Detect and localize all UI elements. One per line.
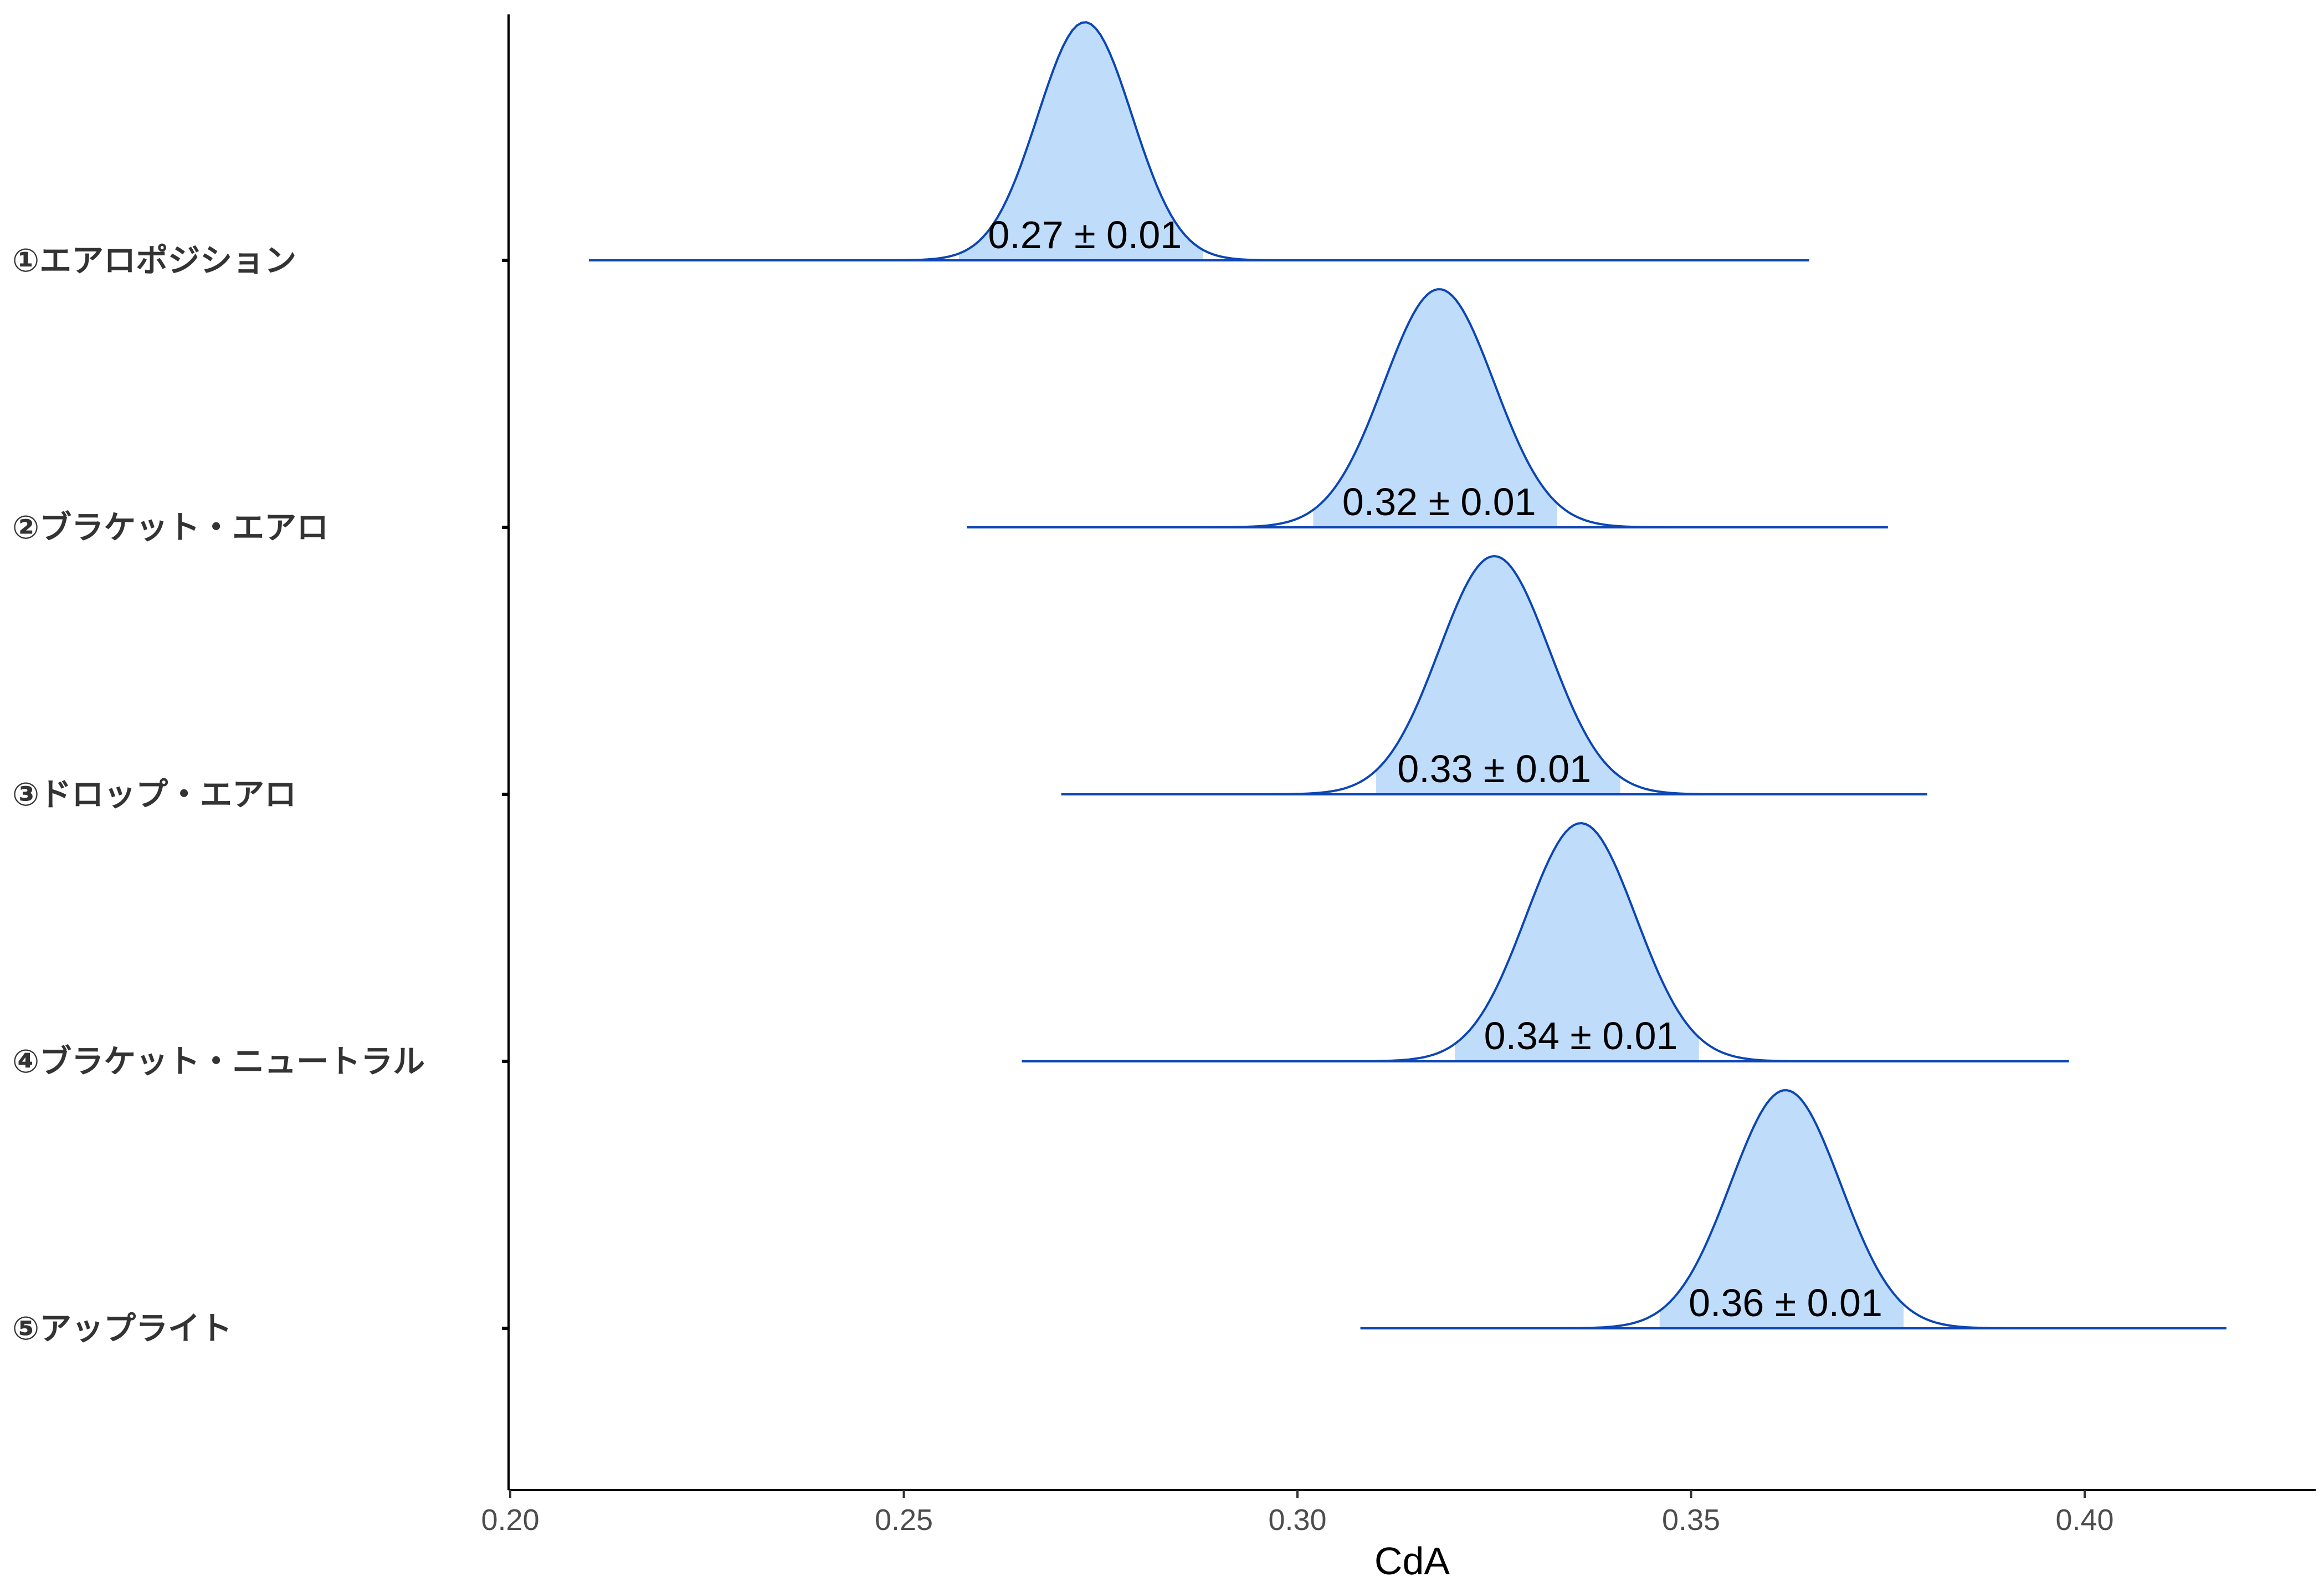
y-tick-label: ③ドロップ・エアロ (12, 776, 296, 813)
x-tick-label: 0.35 (1662, 1503, 1720, 1537)
x-axis-title: CdA (1374, 1539, 1450, 1583)
ridge-value-label: 0.27 ± 0.01 (988, 213, 1182, 256)
ridge-density-line (589, 21, 1809, 261)
ridge-interval-fill (1376, 556, 1620, 794)
ridge-interval-fill (959, 22, 1203, 260)
ridge-value-label: 0.32 ± 0.01 (1342, 480, 1536, 523)
ridge-value-label: 0.36 ± 0.01 (1689, 1281, 1882, 1324)
y-axis: ①エアロポジション ②ブラケット・エアロ ③ドロップ・エアロ ④ブラケット・ニュートラ… (12, 14, 510, 1490)
ridge-1: 0.27 ± 0.01 (589, 21, 1809, 261)
ridges: 0.27 ± 0.01 0.32 ± 0.01 0.33 ± 0.01 0.34 ± … (589, 21, 2226, 1329)
x-tick-label: 0.40 (2055, 1503, 2113, 1537)
ridge-interval-fill (1659, 1090, 1904, 1328)
y-tick-label: ①エアロポジション (12, 242, 296, 279)
ridge-value-label: 0.33 ± 0.01 (1397, 747, 1591, 790)
ridge-5: 0.36 ± 0.01 (1360, 1089, 2226, 1329)
ridge-2: 0.32 ± 0.01 (967, 288, 1888, 528)
y-tick-label: ②ブラケット・エアロ (12, 509, 329, 546)
x-tick-label: 0.25 (875, 1503, 933, 1537)
ridge-interval-fill (1313, 289, 1557, 527)
y-tick-label: ④ブラケット・ニュートラル (12, 1042, 425, 1080)
ridge-interval-fill (1455, 823, 1699, 1061)
x-tick-label: 0.30 (1268, 1503, 1326, 1537)
ridge-3: 0.33 ± 0.01 (1061, 554, 1927, 795)
x-tick-label: 0.20 (481, 1503, 539, 1537)
y-tick-label: ⑤アップライト (12, 1309, 232, 1347)
x-axis: 0.20 0.25 0.30 0.35 0.40 (481, 1489, 2316, 1537)
ridge-4: 0.34 ± 0.01 (1022, 821, 2069, 1062)
ridge-value-label: 0.34 ± 0.01 (1484, 1014, 1678, 1057)
